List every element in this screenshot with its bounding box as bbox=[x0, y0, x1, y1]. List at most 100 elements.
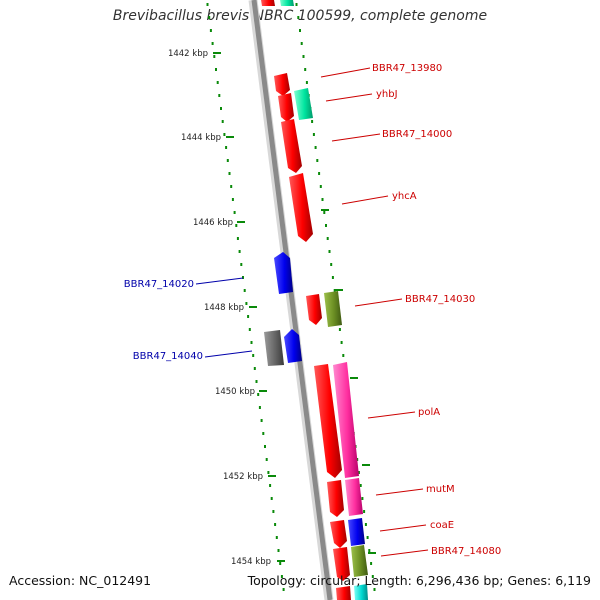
topology-label: Topology: bbox=[247, 573, 307, 588]
accession-info: Accession: NC_012491 bbox=[9, 573, 151, 588]
tick-dot bbox=[272, 510, 275, 513]
gene-label-mutm[interactable]: mutM bbox=[426, 484, 455, 495]
tick-dot bbox=[331, 276, 334, 279]
tick-dot bbox=[216, 81, 219, 84]
tick-dot bbox=[225, 146, 228, 149]
tick-dot bbox=[328, 250, 331, 253]
tick-dot bbox=[326, 237, 329, 240]
tick-dot bbox=[253, 367, 256, 370]
gene-yhca[interactable] bbox=[289, 173, 313, 242]
tick-dot bbox=[270, 497, 273, 500]
tick-dot bbox=[321, 198, 324, 201]
tick-dot bbox=[247, 315, 250, 318]
gene-red-14080[interactable] bbox=[333, 547, 350, 581]
gene-labels-left: BBR47_14020 BBR47_14040 bbox=[124, 277, 253, 362]
tick-dot bbox=[242, 276, 244, 279]
genome-backbone bbox=[248, 0, 334, 600]
tick-dot bbox=[236, 237, 239, 240]
gene-label-yhca[interactable]: yhcA bbox=[392, 191, 417, 202]
tick-dot bbox=[208, 16, 211, 19]
tick-dot bbox=[368, 549, 371, 552]
tick-dot bbox=[245, 302, 248, 305]
gene-partial-bottom-red[interactable] bbox=[336, 586, 351, 600]
tick-dot bbox=[357, 471, 360, 474]
tick-dot bbox=[333, 289, 336, 292]
accession-value: NC_012491 bbox=[79, 573, 152, 588]
tick-dot bbox=[373, 588, 376, 591]
gene-label-pola[interactable]: polA bbox=[418, 407, 440, 418]
gene-partial-top-aqua[interactable] bbox=[280, 0, 294, 6]
tick-dot bbox=[215, 68, 217, 71]
gene-label-bbr47-14000[interactable]: BBR47_14000 bbox=[382, 129, 452, 140]
gene-bbr47-14040[interactable] bbox=[284, 329, 302, 363]
gene-partial-bottom-cyan[interactable] bbox=[354, 584, 368, 600]
tick-dot bbox=[240, 263, 243, 266]
gene-pola[interactable] bbox=[314, 364, 342, 478]
gene-pink-pola[interactable] bbox=[333, 362, 359, 478]
gene-bbr47-14080[interactable] bbox=[351, 545, 368, 577]
genome-stats: Topology: circular; Length: 6,296,436 bp… bbox=[248, 573, 591, 588]
gene-bbr47-14000[interactable] bbox=[281, 119, 302, 173]
tick-dot bbox=[282, 588, 285, 591]
tick-dot bbox=[361, 497, 364, 500]
gene-label-bbr47-14080[interactable]: BBR47_14080 bbox=[431, 546, 501, 557]
tick-dot bbox=[250, 341, 253, 344]
tick-dot bbox=[305, 81, 308, 84]
gene-features bbox=[261, 0, 368, 600]
length-label: Length: bbox=[364, 573, 412, 588]
gene-bbr47-14030[interactable] bbox=[324, 291, 342, 327]
tick-label-1448: 1448 kbp bbox=[204, 303, 244, 313]
gene-bbr47-14020[interactable] bbox=[274, 252, 293, 294]
tick-dot bbox=[231, 198, 234, 201]
gene-bbr47-13980[interactable] bbox=[274, 73, 290, 96]
tick-dot bbox=[312, 133, 315, 136]
gene-red-14030-left[interactable] bbox=[306, 294, 322, 325]
gene-label-yhbj[interactable]: yhbJ bbox=[376, 89, 398, 100]
gene-labels-right: BBR47_13980 yhbJ BBR47_14000 yhcA BBR47_… bbox=[320, 63, 501, 557]
gene-partial-top-red[interactable] bbox=[261, 0, 275, 6]
gene-grey-14040[interactable] bbox=[264, 330, 284, 366]
tick-dot bbox=[319, 185, 322, 188]
tick-dot bbox=[366, 536, 369, 539]
tick-dot bbox=[370, 562, 373, 565]
gene-pink-mutm[interactable] bbox=[345, 478, 363, 516]
tick-dot bbox=[206, 3, 209, 6]
tick-dot bbox=[338, 328, 341, 331]
gene-label-bbr47-13980[interactable]: BBR47_13980 bbox=[372, 63, 442, 74]
tick-dot bbox=[228, 172, 231, 175]
tick-dot bbox=[302, 55, 305, 58]
tick-dot bbox=[363, 510, 366, 513]
gene-label-coae[interactable]: coaE bbox=[430, 520, 454, 531]
tick-dot bbox=[371, 575, 374, 578]
tick-label-1450: 1450 kbp bbox=[215, 387, 255, 397]
tick-dot bbox=[262, 432, 265, 435]
gene-label-bbr47-14040[interactable]: BBR47_14040 bbox=[133, 351, 203, 362]
gene-coae[interactable] bbox=[330, 520, 347, 548]
tick-dot bbox=[235, 224, 238, 227]
tick-dot bbox=[213, 55, 216, 58]
tick-label-1454: 1454 kbp bbox=[231, 557, 271, 567]
tick-dot bbox=[258, 406, 261, 409]
tick-dot bbox=[300, 42, 303, 45]
gene-blue-coae[interactable] bbox=[348, 518, 365, 546]
tick-dot bbox=[280, 575, 283, 578]
tick-dot bbox=[218, 94, 221, 97]
tick-dot bbox=[238, 250, 241, 253]
tick-dot bbox=[330, 263, 333, 266]
tick-dot bbox=[248, 328, 251, 331]
gene-mutm[interactable] bbox=[327, 480, 344, 517]
tick-dot bbox=[209, 29, 212, 32]
tick-dot bbox=[223, 133, 226, 136]
gene-yhbj[interactable] bbox=[294, 88, 313, 120]
genes-value: 6,119 bbox=[555, 573, 591, 588]
tick-dot bbox=[297, 16, 300, 19]
tick-label-1452: 1452 kbp bbox=[223, 472, 263, 482]
gene-red-small[interactable] bbox=[278, 93, 294, 122]
tick-dot bbox=[255, 380, 258, 383]
gene-label-bbr47-14030[interactable]: BBR47_14030 bbox=[405, 294, 475, 305]
tick-dot bbox=[221, 120, 224, 123]
gene-label-bbr47-14020[interactable]: BBR47_14020 bbox=[124, 279, 194, 290]
tick-label-1442: 1442 kbp bbox=[168, 49, 208, 59]
topology-value: circular; bbox=[310, 573, 361, 588]
